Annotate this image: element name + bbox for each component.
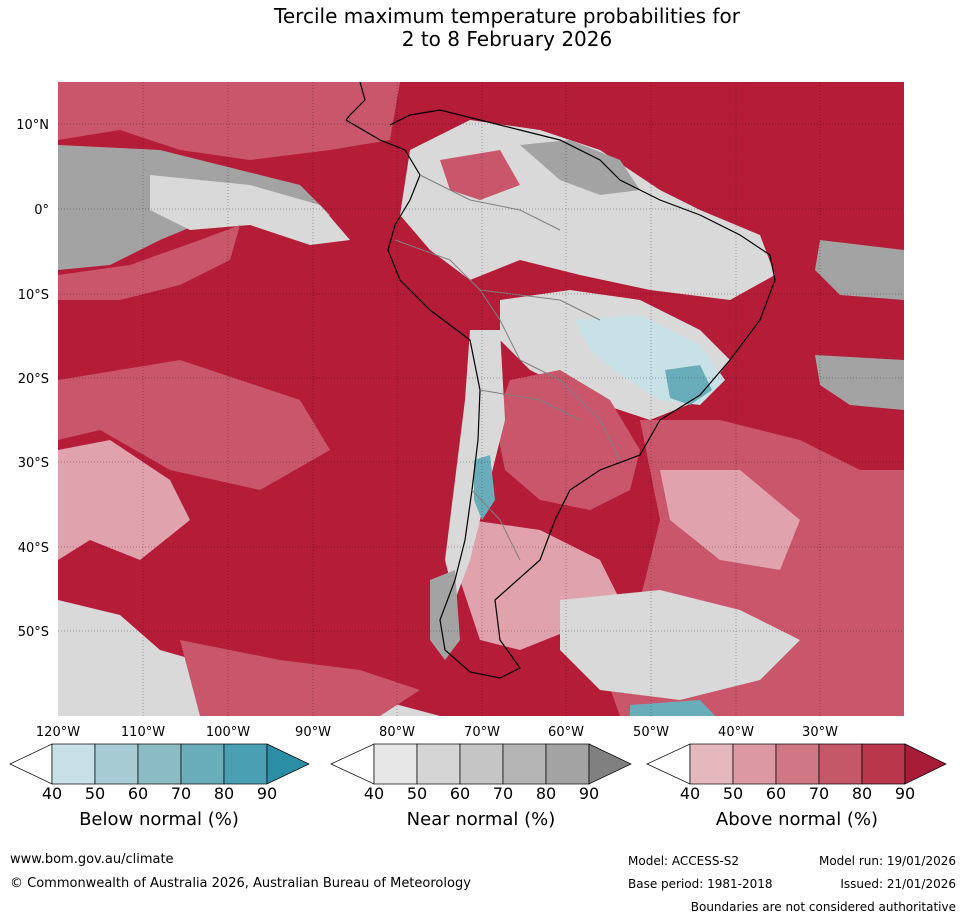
above-normal-patch-north bbox=[58, 82, 400, 160]
above-normal-light-patch-atlantic bbox=[660, 470, 800, 570]
above-swatch-5 bbox=[861, 743, 906, 785]
above-normal-patch-south-pacific bbox=[58, 360, 330, 490]
lat-label-30s: 30°S bbox=[18, 456, 49, 471]
lat-label-50s: 50°S bbox=[18, 625, 49, 640]
above-tick-70: 70 bbox=[809, 784, 829, 803]
below-swatch-2 bbox=[94, 743, 139, 785]
country-borders bbox=[394, 174, 621, 561]
above-tick-80: 80 bbox=[852, 784, 872, 803]
lat-label-40s: 40°S bbox=[18, 541, 49, 556]
below-arrow-right bbox=[266, 743, 310, 785]
below-arrow-left bbox=[9, 743, 53, 785]
lat-label-10s: 10°S bbox=[18, 288, 49, 303]
south-america-coastline bbox=[345, 109, 776, 679]
lon-label-40w: 40°W bbox=[718, 725, 754, 740]
copyright-text: © Commonwealth of Australia 2026, Austra… bbox=[10, 876, 471, 891]
above-normal-patch-venezuela bbox=[440, 150, 520, 200]
above-swatch-2 bbox=[732, 743, 777, 785]
issued-text: Issued: 21/01/2026 bbox=[840, 877, 956, 891]
title-line-1: Tercile maximum temperature probabilitie… bbox=[274, 4, 740, 28]
below-tick-50: 50 bbox=[85, 784, 105, 803]
below-swatch-4 bbox=[180, 743, 225, 785]
below-swatch-1 bbox=[51, 743, 96, 785]
lon-label-90w: 90°W bbox=[295, 725, 331, 740]
disclaimer-text: Boundaries are not considered authoritat… bbox=[690, 900, 956, 914]
near-arrow-right bbox=[588, 743, 632, 785]
base-period-text: Base period: 1981-2018 bbox=[628, 877, 773, 891]
near-swatch-4 bbox=[502, 743, 547, 785]
colorbar-near-normal: 40 50 60 70 80 90 Near normal (%) bbox=[330, 743, 632, 830]
colorbar-below-normal: 40 50 60 70 80 90 Below normal (%) bbox=[9, 743, 310, 830]
below-tick-40: 40 bbox=[42, 784, 62, 803]
title-line-2: 2 to 8 February 2026 bbox=[401, 27, 613, 51]
near-tick-40: 40 bbox=[364, 784, 384, 803]
lon-label-100w: 100°W bbox=[206, 725, 250, 740]
lon-label-60w: 60°W bbox=[548, 725, 584, 740]
near-tick-70: 70 bbox=[493, 784, 513, 803]
above-swatch-4 bbox=[818, 743, 863, 785]
near-normal-patch-southern-chile bbox=[430, 570, 460, 660]
below-tick-80: 80 bbox=[214, 784, 234, 803]
lat-label-0: 0° bbox=[34, 203, 49, 218]
near-normal-patch-atlantic-east-2 bbox=[815, 355, 904, 410]
above-normal-patch-far-south bbox=[180, 640, 420, 716]
near-normal-patch-atlantic-south bbox=[560, 590, 800, 700]
near-tick-80: 80 bbox=[536, 784, 556, 803]
above-tick-50: 50 bbox=[723, 784, 743, 803]
lon-label-50w: 50°W bbox=[633, 725, 669, 740]
near-tick-50: 50 bbox=[407, 784, 427, 803]
lat-label-10n: 10°N bbox=[16, 118, 49, 133]
near-swatch-3 bbox=[459, 743, 504, 785]
below-tick-90: 90 bbox=[257, 784, 277, 803]
above-normal-patch-east-pacific bbox=[58, 225, 240, 300]
latitude-labels: 10°N 0° 10°S 20°S 30°S 40°S 50°S bbox=[16, 118, 49, 640]
below-swatch-3 bbox=[137, 743, 182, 785]
lon-label-120w: 120°W bbox=[36, 725, 80, 740]
above-normal-patch-argentina bbox=[495, 370, 640, 510]
above-tick-90: 90 bbox=[895, 784, 915, 803]
near-normal-label: Near normal (%) bbox=[407, 809, 556, 830]
graticule bbox=[58, 82, 904, 716]
above-tick-40: 40 bbox=[680, 784, 700, 803]
near-normal-patch-guiana bbox=[520, 140, 640, 195]
above-swatch-1 bbox=[689, 743, 734, 785]
near-swatch-2 bbox=[416, 743, 461, 785]
lon-label-110w: 110°W bbox=[121, 725, 165, 740]
near-tick-60: 60 bbox=[450, 784, 470, 803]
near-arrow-left bbox=[330, 743, 375, 785]
near-tick-90: 90 bbox=[579, 784, 599, 803]
below-normal-patch-central-chile bbox=[474, 455, 495, 520]
model-run-text: Model run: 19/01/2026 bbox=[818, 854, 956, 868]
near-normal-patch-equator-light bbox=[150, 175, 350, 245]
map-field bbox=[58, 82, 904, 716]
above-tick-60: 60 bbox=[766, 784, 786, 803]
longitude-labels: 120°W 110°W 100°W 90°W 80°W 70°W 60°W 50… bbox=[36, 725, 838, 740]
below-tick-60: 60 bbox=[128, 784, 148, 803]
near-normal-patch-southwest bbox=[58, 600, 440, 716]
map-title: Tercile maximum temperature probabilitie… bbox=[0, 5, 965, 51]
near-swatch-5 bbox=[545, 743, 590, 785]
website-link[interactable]: www.bom.gov.au/climate bbox=[10, 852, 174, 867]
central-america-coastline bbox=[345, 82, 366, 121]
near-normal-patch-atlantic-east bbox=[815, 240, 904, 300]
above-arrow-left bbox=[646, 743, 691, 785]
colorbar-above-normal: 40 50 60 70 80 90 Above normal (%) bbox=[646, 743, 947, 830]
below-tick-70: 70 bbox=[171, 784, 191, 803]
above-normal-light-patch-south-pacific bbox=[58, 440, 190, 560]
lon-label-30w: 30°W bbox=[802, 725, 838, 740]
near-swatch-1 bbox=[373, 743, 418, 785]
model-text: Model: ACCESS-S2 bbox=[628, 854, 740, 868]
lon-label-80w: 80°W bbox=[379, 725, 415, 740]
lon-label-70w: 70°W bbox=[464, 725, 500, 740]
above-arrow-right bbox=[904, 743, 947, 785]
lat-label-20s: 20°S bbox=[18, 372, 49, 387]
below-swatch-5 bbox=[223, 743, 268, 785]
below-normal-label: Below normal (%) bbox=[79, 809, 239, 830]
above-swatch-3 bbox=[775, 743, 820, 785]
above-normal-label: Above normal (%) bbox=[716, 809, 878, 830]
